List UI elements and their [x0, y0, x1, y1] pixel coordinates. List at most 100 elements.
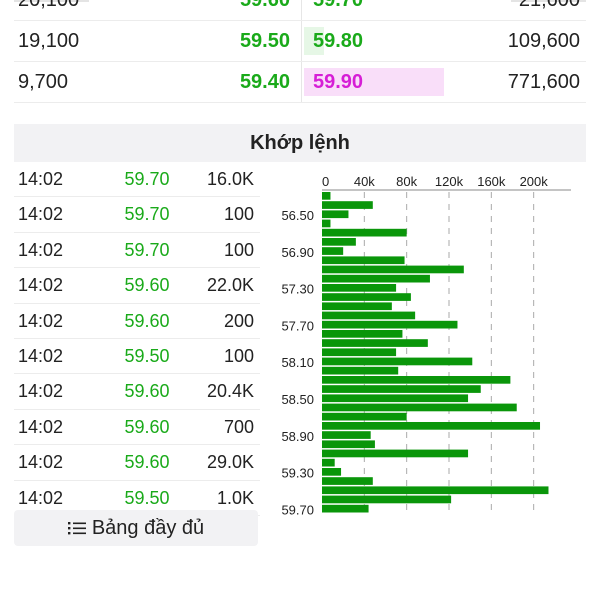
volume-bar: [322, 192, 331, 200]
full-table-button[interactable]: Bảng đầy đủ: [14, 510, 258, 546]
trade-row[interactable]: 14:02 59.60 700: [14, 410, 260, 446]
bid-volume: 9,700: [18, 71, 69, 93]
volume-bar: [322, 274, 430, 283]
bid-volume-highlight: [14, 0, 89, 2]
order-book-row[interactable]: 20,100 59.60 59.70 21,600: [14, 0, 586, 21]
volume-bar: [322, 210, 349, 219]
trade-price: 59.70: [124, 169, 170, 189]
list-icon: [67, 511, 86, 547]
ask-price[interactable]: 59.80: [313, 30, 364, 52]
trade-time: 14:02: [18, 487, 64, 508]
volume-bar: [322, 376, 511, 384]
order-book-row[interactable]: 9,700 59.40 59.90 771,600: [14, 62, 586, 103]
volume-bar: [322, 477, 373, 485]
trade-price: 59.60: [124, 452, 170, 473]
trade-row[interactable]: 14:02 59.70 100: [14, 197, 260, 233]
y-tick-label: 58.10: [281, 355, 314, 370]
trade-time: 14:02: [18, 239, 64, 260]
trade-price: 59.60: [124, 310, 170, 331]
volume-bar: [322, 357, 473, 366]
x-tick-label: 80k: [396, 174, 417, 189]
trade-time: 14:02: [18, 452, 64, 473]
volume-bar: [322, 247, 344, 255]
trade-time: 14:02: [18, 381, 64, 402]
trade-volume: 20.4K: [206, 381, 254, 402]
trade-price: 59.60: [124, 416, 170, 437]
trade-volume: 100: [223, 239, 254, 260]
volume-bar: [322, 403, 517, 412]
ask-price[interactable]: 59.70: [313, 0, 364, 11]
trade-volume: 1.0K: [216, 487, 254, 508]
volume-bar: [322, 238, 356, 246]
volume-bar: [322, 366, 399, 375]
volume-bar: [322, 311, 416, 320]
bid-price[interactable]: 59.50: [239, 30, 290, 52]
x-tick-label: 160k: [477, 174, 506, 189]
trade-row[interactable]: 14:02 59.50 100: [14, 339, 260, 375]
volume-bar: [322, 293, 411, 301]
x-tick-label: 0: [322, 174, 329, 189]
trade-volume: 16.0K: [206, 169, 254, 189]
trade-price: 59.50: [124, 487, 170, 508]
bid-volume: 19,100: [18, 30, 80, 52]
y-tick-label: 59.70: [281, 502, 314, 517]
volume-bar: [322, 486, 549, 495]
volume-bar: [322, 201, 373, 209]
y-tick-label: 57.30: [281, 282, 314, 297]
y-tick-label: 56.50: [281, 208, 314, 223]
x-tick-label: 40k: [354, 174, 375, 189]
trade-list: 14:02 59.70 16.0K 14:02 59.70 100 14:02 59.70 10…: [14, 162, 260, 516]
bid-volume: 20,100: [18, 0, 80, 11]
trade-price: 59.60: [124, 381, 170, 402]
volume-bar: [322, 385, 481, 393]
trade-time: 14:02: [18, 345, 64, 366]
ask-volume-highlight: [511, 0, 586, 2]
divider: [301, 21, 302, 61]
trade-time: 14:02: [18, 275, 64, 296]
volume-bar: [322, 440, 375, 449]
trade-time: 14:02: [18, 310, 64, 331]
volume-bar: [322, 219, 331, 228]
trade-price: 59.50: [124, 345, 170, 366]
volume-bar: [322, 348, 397, 357]
ask-volume: 109,600: [507, 30, 580, 52]
trade-row[interactable]: 14:02 59.60 29.0K: [14, 445, 260, 481]
divider: [301, 62, 302, 102]
order-book: 20,100 59.60 59.70 21,600 19,100 59.50 5…: [14, 0, 586, 103]
trade-row[interactable]: 14:02 59.60 22.0K: [14, 268, 260, 304]
divider: [301, 0, 302, 20]
volume-bar: [322, 504, 369, 513]
volume-bar: [322, 394, 469, 403]
trade-row[interactable]: 14:02 59.70 100: [14, 233, 260, 269]
trade-volume: 29.0K: [206, 452, 254, 473]
volume-bar: [322, 330, 403, 338]
y-tick-label: 56.90: [281, 245, 314, 260]
volume-bar: [322, 458, 335, 467]
volume-bar: [322, 256, 405, 265]
volume-bar: [322, 228, 407, 237]
volume-bar: [322, 320, 458, 329]
bid-price[interactable]: 59.60: [239, 0, 290, 11]
order-book-row[interactable]: 19,100 59.50 59.80 109,600: [14, 21, 586, 62]
volume-bar: [322, 468, 342, 476]
trade-price: 59.70: [124, 204, 170, 225]
trade-volume: 200: [223, 310, 254, 331]
y-tick-label: 59.30: [281, 466, 314, 481]
volume-bar: [322, 431, 371, 439]
ask-price[interactable]: 59.90: [313, 71, 364, 93]
trade-price: 59.60: [124, 275, 170, 296]
ask-depth-bar: [304, 68, 444, 96]
volume-bar: [322, 284, 397, 292]
x-tick-label: 200k: [520, 174, 549, 189]
y-tick-label: 58.50: [281, 392, 314, 407]
bid-price[interactable]: 59.40: [239, 71, 290, 93]
trade-row[interactable]: 14:02 59.60 20.4K: [14, 374, 260, 410]
volume-bar: [322, 449, 469, 458]
volume-bar: [322, 495, 452, 504]
trade-volume: 22.0K: [206, 275, 254, 296]
ask-depth-bar: [304, 27, 324, 55]
trade-row[interactable]: 14:02 59.60 200: [14, 304, 260, 339]
trade-row[interactable]: 14:02 59.70 16.0K: [14, 162, 260, 198]
x-tick-label: 120k: [435, 174, 464, 189]
volume-bar: [322, 265, 464, 274]
